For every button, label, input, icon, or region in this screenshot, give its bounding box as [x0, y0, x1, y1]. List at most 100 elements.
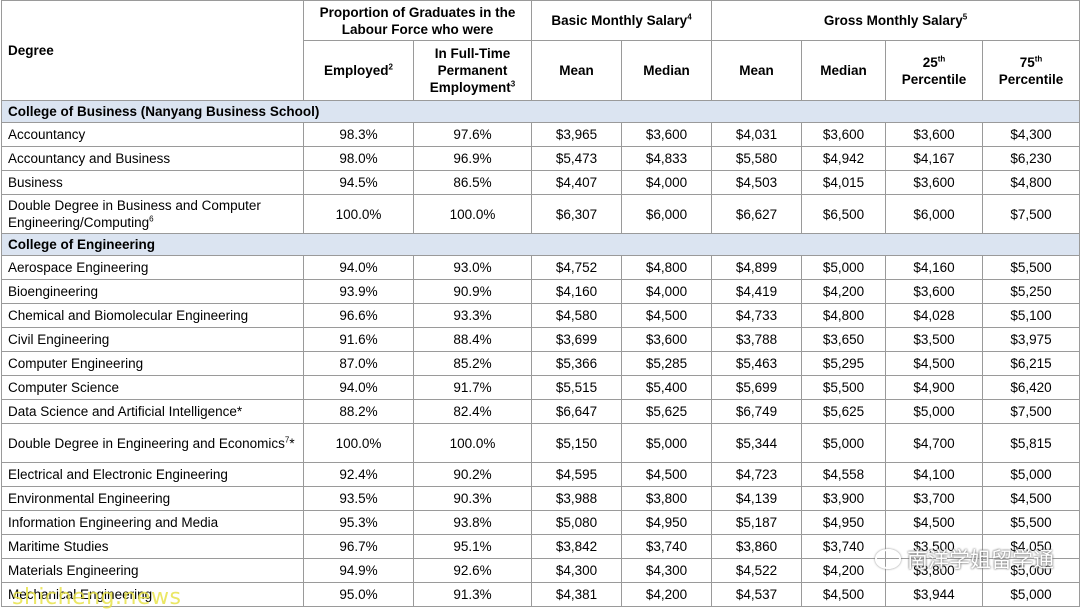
header-75th-percentile: 75th Percentile	[982, 40, 1080, 101]
basic-median-cell: $5,625	[621, 399, 713, 424]
employed-cell: 96.6%	[303, 303, 414, 328]
basic-mean-cell: $6,307	[531, 194, 623, 234]
p75-cell: $7,500	[982, 399, 1080, 424]
gross-median-cell: $5,625	[801, 399, 887, 424]
gross-mean-cell: $4,031	[711, 122, 803, 147]
basic-median-cell: $4,000	[621, 279, 713, 304]
gross-median-cell: $3,600	[801, 122, 887, 147]
table-row: Environmental Engineering 93.5% 90.3% $3,98…	[1, 486, 1080, 511]
basic-median-cell: $3,740	[621, 534, 713, 559]
basic-median-cell: $3,800	[621, 486, 713, 511]
p25-cell: $3,700	[885, 486, 984, 511]
table-row: Maritime Studies 96.7% 95.1% $3,842 $3,740 $3…	[1, 534, 1080, 559]
table-row: Double Degree in Business and Computer E…	[1, 194, 1080, 234]
employed-cell: 94.0%	[303, 375, 414, 400]
table-row: Accountancy and Business 98.0% 96.9% $5,473…	[1, 146, 1080, 171]
basic-mean-cell: $3,842	[531, 534, 623, 559]
basic-mean-cell: $3,965	[531, 122, 623, 147]
header-gross-median: Median	[801, 40, 887, 101]
gross-median-cell: $6,500	[801, 194, 887, 234]
p25-cell: $4,100	[885, 462, 984, 487]
employed-cell: 100.0%	[303, 194, 414, 234]
employed-cell: 95.0%	[303, 582, 414, 607]
basic-median-cell: $3,600	[621, 122, 713, 147]
degree-cell: Civil Engineering	[1, 327, 304, 352]
degree-cell: Computer Science	[1, 375, 304, 400]
p75-cell: $5,500	[982, 510, 1080, 535]
degree-cell: Business	[1, 170, 304, 195]
basic-mean-cell: $3,699	[531, 327, 623, 352]
p75-cell: $3,975	[982, 327, 1080, 352]
basic-median-cell: $4,300	[621, 558, 713, 583]
header-full-time: In Full-Time Permanent Employment3	[412, 40, 533, 101]
table-row: Chemical and Biomolecular Engineering 96.…	[1, 303, 1080, 328]
basic-mean-cell: $4,407	[531, 170, 623, 195]
p25-cell: $4,900	[885, 375, 984, 400]
full-time-cell: 90.9%	[412, 279, 533, 304]
p25-cell: $5,000	[885, 399, 984, 424]
p25-cell: $3,944	[885, 582, 984, 607]
gross-mean-cell: $5,463	[711, 351, 803, 376]
gross-median-cell: $3,740	[801, 534, 887, 559]
gross-mean-cell: $5,699	[711, 375, 803, 400]
p25-cell: $3,800	[885, 558, 984, 583]
basic-mean-cell: $4,580	[531, 303, 623, 328]
degree-cell: Computer Engineering	[1, 351, 304, 376]
header-25th-percentile: 25th Percentile	[885, 40, 984, 101]
gross-mean-cell: $5,187	[711, 510, 803, 535]
p75-cell: $5,100	[982, 303, 1080, 328]
degree-cell: Information Engineering and Media	[1, 510, 304, 535]
full-time-cell: 82.4%	[412, 399, 533, 424]
p75-cell: $5,500	[982, 255, 1080, 280]
basic-mean-cell: $5,150	[531, 423, 623, 463]
gross-mean-cell: $3,788	[711, 327, 803, 352]
gross-median-cell: $5,295	[801, 351, 887, 376]
degree-cell: Electrical and Electronic Engineering	[1, 462, 304, 487]
employed-cell: 93.5%	[303, 486, 414, 511]
basic-mean-cell: $4,752	[531, 255, 623, 280]
employed-cell: 98.3%	[303, 122, 414, 147]
header-proportion-group: Proportion of Graduates in the Labour Fo…	[302, 0, 533, 41]
full-time-cell: 93.3%	[412, 303, 533, 328]
p75-cell: $5,815	[982, 423, 1080, 463]
gross-mean-cell: $6,749	[711, 399, 803, 424]
employed-cell: 98.0%	[303, 146, 414, 171]
table-row: Civil Engineering 91.6% 88.4% $3,699 $3,600 $…	[1, 327, 1080, 352]
gross-median-cell: $4,950	[801, 510, 887, 535]
full-time-cell: 92.6%	[412, 558, 533, 583]
p75-cell: $5,000	[982, 462, 1080, 487]
p75-cell: $4,800	[982, 170, 1080, 195]
header-gross-salary-group: Gross Monthly Salary5	[711, 0, 1080, 41]
p25-cell: $6,000	[885, 194, 984, 234]
p75-cell: $5,000	[982, 582, 1080, 607]
degree-cell: Accountancy and Business	[1, 146, 304, 171]
gross-mean-cell: $5,580	[711, 146, 803, 171]
header-basic-median: Median	[621, 40, 713, 101]
basic-mean-cell: $5,366	[531, 351, 623, 376]
gross-mean-cell: $4,419	[711, 279, 803, 304]
employed-cell: 94.5%	[303, 170, 414, 195]
gross-mean-cell: $4,723	[711, 462, 803, 487]
basic-median-cell: $4,950	[621, 510, 713, 535]
gross-median-cell: $3,650	[801, 327, 887, 352]
table-row: Mechanical Engineering 95.0% 91.3% $4,381 $4…	[1, 582, 1080, 607]
degree-cell: Double Degree in Engineering and Economi…	[1, 423, 304, 463]
full-time-cell: 86.5%	[412, 170, 533, 195]
p25-cell: $3,500	[885, 534, 984, 559]
employed-cell: 96.7%	[303, 534, 414, 559]
employed-cell: 87.0%	[303, 351, 414, 376]
basic-median-cell: $4,500	[621, 303, 713, 328]
gross-mean-cell: $4,522	[711, 558, 803, 583]
p25-cell: $4,500	[885, 510, 984, 535]
table-row: Information Engineering and Media 95.3% 93…	[1, 510, 1080, 535]
full-time-cell: 91.3%	[412, 582, 533, 607]
p25-cell: $3,600	[885, 170, 984, 195]
full-time-cell: 100.0%	[412, 194, 533, 234]
full-time-cell: 90.3%	[412, 486, 533, 511]
header-basic-salary-group: Basic Monthly Salary4	[531, 0, 713, 41]
table-row: Computer Engineering 87.0% 85.2% $5,366 $5,2…	[1, 351, 1080, 376]
employed-cell: 91.6%	[303, 327, 414, 352]
degree-cell: Environmental Engineering	[1, 486, 304, 511]
gross-median-cell: $4,500	[801, 582, 887, 607]
